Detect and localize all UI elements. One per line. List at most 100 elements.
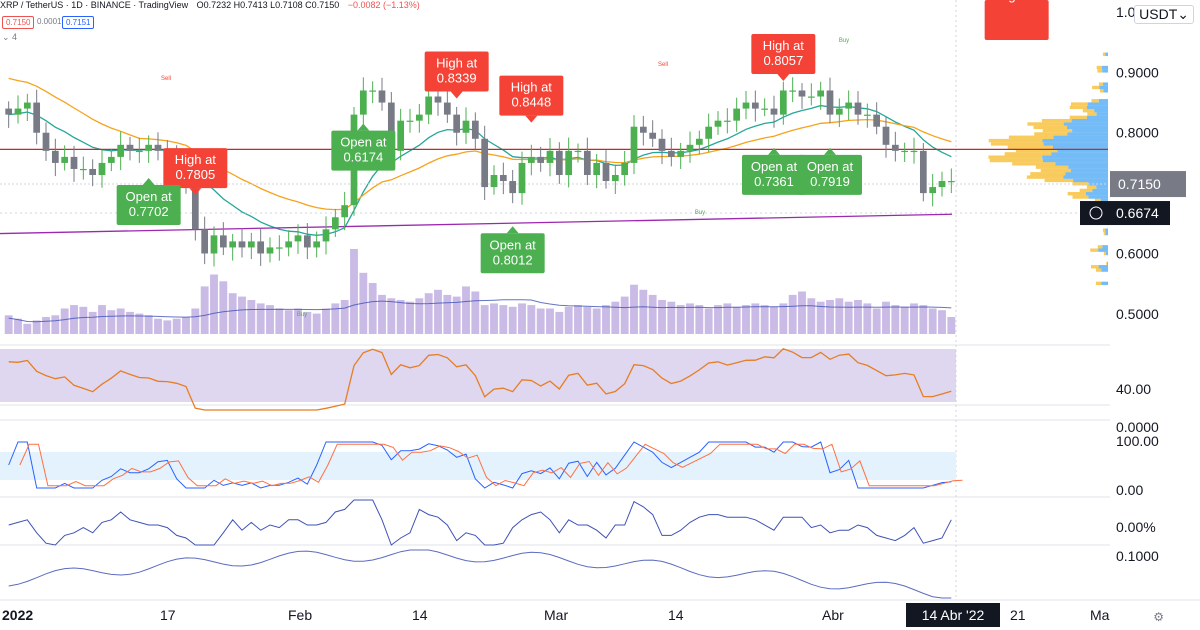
volume-bar xyxy=(340,300,349,334)
vp-up xyxy=(1090,265,1099,269)
signal-text: 0.8057 xyxy=(763,53,803,68)
stoch-k-line xyxy=(8,441,952,489)
vp-down xyxy=(1102,245,1108,249)
candle xyxy=(247,232,255,260)
vp-down xyxy=(1087,102,1108,106)
volume-bar xyxy=(639,289,648,334)
candle-body xyxy=(229,241,237,248)
signal-pointer xyxy=(824,147,836,155)
chart-header: XRP / TetherUS · 1D · BINANCE · TradingV… xyxy=(0,0,426,14)
vp-up xyxy=(1034,132,1068,136)
symbol-title[interactable]: XRP / TetherUS · 1D · BINANCE · TradingV… xyxy=(0,0,189,10)
candle-body xyxy=(686,144,694,151)
volume-bar xyxy=(303,311,312,334)
oscillator-1-line xyxy=(8,499,952,546)
volume-bar xyxy=(574,305,582,334)
vp-down xyxy=(1043,142,1108,146)
vp-down xyxy=(1101,281,1108,286)
candle xyxy=(359,77,367,126)
candle-body xyxy=(201,229,209,254)
candle-body xyxy=(835,108,843,115)
candle xyxy=(649,120,657,148)
candle-body xyxy=(462,120,470,133)
candle xyxy=(574,143,582,163)
candle xyxy=(686,131,694,163)
candle-body xyxy=(789,90,797,92)
time-tick-label: Mar xyxy=(544,607,568,623)
signal-pointer xyxy=(506,226,519,234)
signal-small-text: Sell xyxy=(161,76,171,82)
vp-up xyxy=(1007,145,1053,149)
candle-body xyxy=(42,132,50,151)
vp-down xyxy=(1053,135,1108,139)
candle-body xyxy=(649,132,657,139)
bid-pill[interactable]: 0.7150 xyxy=(2,16,35,29)
candle-body xyxy=(313,241,321,248)
candle-body xyxy=(443,102,451,115)
volume-bar xyxy=(210,274,218,334)
time-tick-label: Feb xyxy=(288,607,312,623)
candle-body xyxy=(415,114,423,121)
vp-up xyxy=(1042,128,1073,133)
vp-up xyxy=(1012,162,1056,166)
price-axis-bg xyxy=(1110,0,1200,600)
candle-body xyxy=(126,144,134,151)
volume-bar xyxy=(508,306,517,334)
volume-bar xyxy=(891,305,900,334)
candle-body xyxy=(107,156,115,163)
volume-bar xyxy=(23,323,32,334)
signal-text: High at xyxy=(511,80,553,95)
candle xyxy=(891,131,899,162)
buy-signal-label: Open at0.7361 xyxy=(742,147,806,195)
candle xyxy=(415,103,423,133)
vp-up xyxy=(1094,198,1101,203)
vp-down xyxy=(1103,89,1108,93)
stoch-d-line xyxy=(19,443,963,487)
candle xyxy=(219,222,227,256)
candle-body xyxy=(23,102,31,109)
volume-bar xyxy=(144,315,153,334)
candle-body xyxy=(817,90,825,97)
candle xyxy=(406,108,414,133)
volume-bar xyxy=(704,308,713,334)
currency-selector[interactable]: USDT⌄ xyxy=(1134,5,1194,24)
candle-body xyxy=(406,120,414,122)
volume-bar xyxy=(611,301,620,334)
current-price-text: 0.7150 xyxy=(1118,176,1161,192)
vp-down xyxy=(1107,261,1108,266)
candle xyxy=(537,146,545,172)
candle-body xyxy=(630,126,638,163)
signal-pointer xyxy=(357,123,370,131)
indicators-collapse[interactable]: ⌄ 4 xyxy=(2,32,18,42)
candle-body xyxy=(574,150,582,153)
volume-bar xyxy=(238,296,246,334)
candle-body xyxy=(779,90,787,115)
signal-text: 0.7805 xyxy=(175,167,215,182)
candle-body xyxy=(210,235,218,254)
vp-down xyxy=(1098,265,1108,269)
volume-bar xyxy=(844,301,853,334)
candle-body xyxy=(51,150,59,163)
signal-text: High at xyxy=(996,0,1038,3)
candle-body xyxy=(882,126,890,145)
vp-down xyxy=(1052,145,1108,149)
vp-down xyxy=(1042,138,1108,143)
candle-body xyxy=(471,120,479,139)
vp-down xyxy=(1051,152,1108,156)
volume-bar xyxy=(527,305,536,334)
signal-box xyxy=(480,233,545,274)
volume-bar xyxy=(154,318,162,334)
candle-body xyxy=(378,90,386,103)
vp-up xyxy=(1103,251,1106,256)
vp-up xyxy=(1071,102,1088,106)
candle xyxy=(947,168,955,194)
gear-icon[interactable]: ⚙ xyxy=(1153,610,1164,624)
volume-bar xyxy=(60,308,69,334)
candle xyxy=(471,112,479,150)
signal-text: 0.7919 xyxy=(810,174,850,189)
cursor-price-text: 0.6674 xyxy=(1116,205,1159,221)
ask-pill[interactable]: 0.7151 xyxy=(62,16,95,29)
volume-bar xyxy=(294,308,302,334)
